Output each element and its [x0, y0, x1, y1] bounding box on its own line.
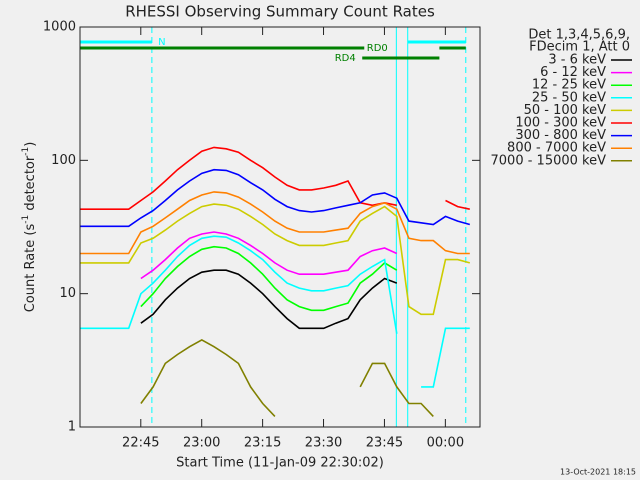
- legend-label: 7000 - 15000 keV: [491, 153, 607, 168]
- flag-label: RD4: [335, 53, 356, 64]
- x-tick-label: 23:45: [366, 436, 403, 451]
- legend-header: FDecim 1, Att 0: [529, 40, 630, 55]
- y-label-sup: -1: [21, 147, 31, 156]
- y-label-part: detector: [23, 155, 38, 215]
- y-tick-label: 1: [68, 420, 76, 435]
- legend-header: Det 1,3,4,5,6,9,: [528, 28, 630, 43]
- flag-label: RD0: [367, 43, 388, 54]
- y-label-part: Count Rate (s: [23, 224, 38, 313]
- legend-label: 6 - 12 keV: [540, 65, 606, 80]
- flag-label: N: [158, 37, 165, 48]
- y-tick-label: 10: [59, 286, 76, 301]
- series-line: [80, 191, 470, 255]
- x-tick-label: 23:15: [244, 436, 281, 451]
- x-tick-label: 22:45: [122, 436, 159, 451]
- legend-label: 3 - 6 keV: [548, 53, 606, 68]
- x-axis-label: Start Time (11-Jan-09 22:30:02): [176, 456, 384, 471]
- footer: 13-Oct-2021 18:15: [560, 468, 636, 477]
- series-line: [80, 235, 470, 388]
- x-tick-label: 23:30: [305, 436, 342, 451]
- series-line: [80, 168, 471, 228]
- legend-label: 300 - 800 keV: [515, 128, 606, 143]
- y-tick-label: 1000: [43, 20, 76, 35]
- legend-label: 12 - 25 keV: [532, 78, 606, 93]
- legend-label: 25 - 50 keV: [532, 90, 606, 105]
- y-axis-label: Count Rate (s-1 detector-1): [21, 142, 38, 313]
- legend-label: 50 - 100 keV: [524, 103, 607, 118]
- legend-label: 800 - 7000 keV: [507, 141, 606, 156]
- series-line: [140, 231, 398, 280]
- series-line: [140, 269, 398, 330]
- axes-frame: [79, 26, 481, 428]
- legend-label: 100 - 300 keV: [515, 116, 606, 131]
- x-tick-label: 23:00: [183, 436, 220, 451]
- y-tick-label: 100: [51, 153, 76, 168]
- series-line: [140, 338, 434, 417]
- y-label-part: ): [23, 142, 38, 147]
- series-line: [140, 245, 398, 312]
- series-line: [80, 146, 470, 210]
- plot-area: [80, 27, 471, 427]
- series-line: [80, 203, 471, 316]
- chart-title: RHESSI Observing Summary Count Rates: [125, 3, 435, 21]
- x-tick-label: 00:00: [427, 436, 464, 451]
- y-label-sup: -1: [21, 215, 31, 224]
